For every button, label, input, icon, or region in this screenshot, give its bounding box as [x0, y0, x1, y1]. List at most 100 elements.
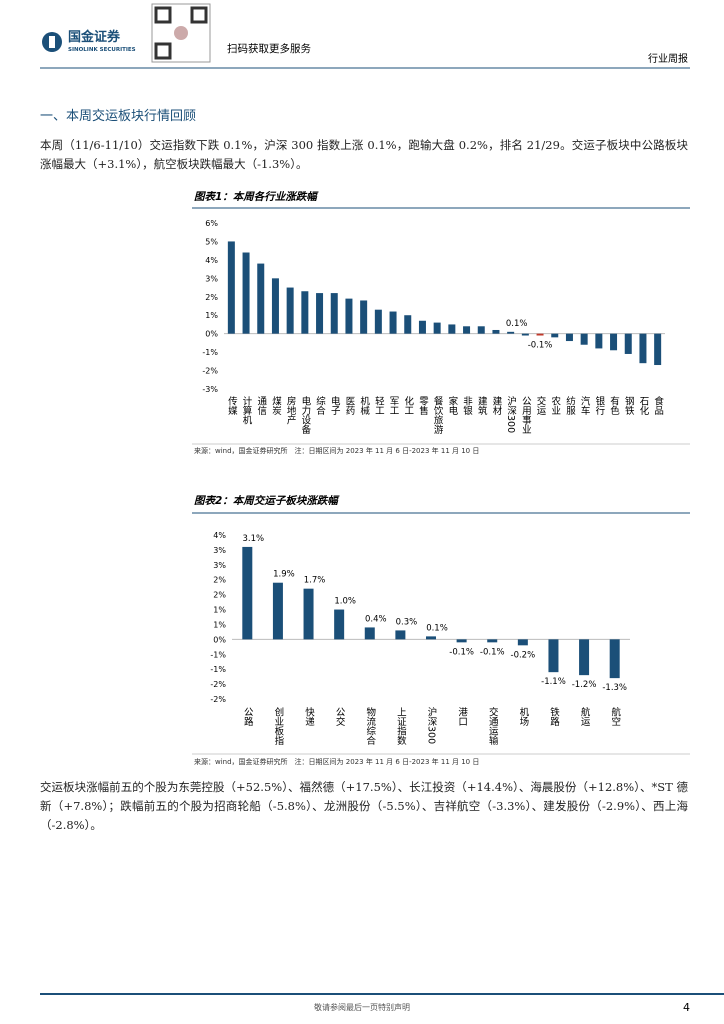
bar: [389, 311, 397, 334]
y-tick-label: 4%: [205, 256, 218, 265]
category-label: 港口: [456, 706, 468, 726]
bar: [565, 333, 573, 342]
bar: [227, 241, 235, 334]
category-label: 机械: [358, 395, 370, 416]
disclaimer: 敬请参阅最后一页特别声明: [314, 1002, 410, 1012]
category-label: 沪深300: [505, 395, 517, 433]
source: 来源：wind，国金证券研究所 注：日期区间为 2023 年 11 月 6 日-…: [194, 446, 479, 455]
category-label: 家电: [446, 395, 458, 415]
paragraph: 本周（11/6-11/10）交运指数下跌 0.1%，沪深 300 指数上涨 0.…: [40, 138, 688, 171]
category-label: 通信: [255, 396, 267, 416]
value-label: 0.1%: [506, 319, 528, 329]
qr-finder: [190, 6, 208, 24]
category-label: 纺服: [564, 395, 576, 416]
category-label: 快递: [303, 706, 315, 726]
qr-text: 扫码获取更多服务: [227, 42, 311, 55]
category-label: 零售: [417, 396, 429, 416]
category-label: 公交: [334, 707, 346, 727]
category-label: 综合: [314, 395, 326, 416]
bar: [364, 627, 375, 640]
bar: [301, 291, 309, 334]
value-label: -0.2%: [511, 650, 536, 660]
bar: [654, 333, 662, 366]
figure-title: 图表2：本周交运子板块涨跌幅: [194, 494, 340, 507]
bar: [463, 326, 471, 334]
category-label: 电力设备: [299, 395, 311, 435]
bar: [433, 322, 441, 334]
bar: [551, 333, 559, 338]
bar: [610, 333, 618, 351]
bar: [579, 639, 590, 676]
figure-title: 图表1：本周各行业涨跌幅: [194, 190, 319, 203]
y-tick-label: 2%: [213, 591, 226, 600]
y-tick-label: -2%: [210, 680, 226, 689]
y-tick-label: 3%: [205, 274, 218, 283]
bar: [316, 293, 324, 334]
category-label: 机场: [517, 706, 529, 727]
value-label: 0.3%: [396, 617, 418, 627]
bar: [334, 609, 345, 640]
bar: [521, 333, 529, 336]
category-label: 餐饮旅游: [432, 395, 444, 435]
bar: [330, 293, 338, 334]
category-label: 石化: [637, 396, 649, 416]
category-label: 军工: [388, 396, 400, 415]
bar: [448, 324, 456, 334]
bar: [548, 639, 559, 673]
bar: [257, 263, 265, 334]
value-label: -0.1%: [528, 341, 553, 351]
bar: [507, 331, 515, 334]
value-label: -1.3%: [602, 683, 627, 693]
y-tick-label: 2%: [213, 576, 226, 585]
y-tick-label: -1%: [202, 348, 218, 357]
value-label: 3.1%: [243, 534, 265, 544]
bar: [272, 582, 283, 640]
category-label: 航运: [579, 706, 591, 727]
value-label: -1.1%: [541, 677, 566, 687]
qr-center: [174, 26, 188, 40]
category-label: 钢铁: [623, 395, 635, 416]
category-label: 农业: [549, 395, 561, 415]
category-label: 有色: [608, 395, 620, 415]
y-tick-label: 1%: [213, 606, 226, 615]
category-label: 创业板指: [272, 706, 284, 746]
category-label: 银行: [593, 395, 605, 416]
bar: [624, 333, 632, 354]
y-tick-label: 4%: [213, 531, 226, 540]
value-label: 0.4%: [365, 614, 387, 624]
category-label: 公路: [242, 707, 254, 727]
bar: [360, 300, 368, 334]
y-tick-label: 3%: [213, 561, 226, 570]
bar: [271, 278, 279, 334]
bar: [418, 320, 426, 334]
value-label: 1.7%: [304, 576, 326, 586]
category-label: 食品: [652, 395, 664, 416]
value-label: -0.1%: [449, 647, 474, 657]
y-tick-label: 5%: [205, 237, 218, 246]
y-tick-label: -2%: [210, 695, 226, 704]
qr-finder: [154, 42, 172, 60]
y-tick-label: -3%: [202, 385, 218, 394]
value-label: 0.1%: [426, 623, 448, 633]
logo-icon-inner: [49, 36, 55, 48]
category-label: 交运: [535, 395, 547, 416]
category-label: 上证指数: [395, 707, 407, 746]
bar: [639, 333, 647, 364]
bar: [374, 309, 382, 334]
y-tick-label: -1%: [210, 665, 226, 674]
value-label: 1.0%: [334, 597, 356, 607]
category-label: 房地产: [285, 395, 297, 425]
category-label: 公用事业: [520, 396, 532, 434]
category-label: 煤炭: [270, 395, 282, 416]
bar: [345, 298, 353, 334]
category-label: 铁路: [548, 706, 560, 727]
value-label: 1.9%: [273, 570, 295, 580]
brand: 国金证券: [68, 29, 121, 45]
bar: [536, 333, 544, 336]
category-label: 物流综合: [364, 706, 376, 746]
y-tick-label: -2%: [202, 367, 218, 376]
bar: [286, 287, 294, 334]
bar: [580, 333, 588, 345]
